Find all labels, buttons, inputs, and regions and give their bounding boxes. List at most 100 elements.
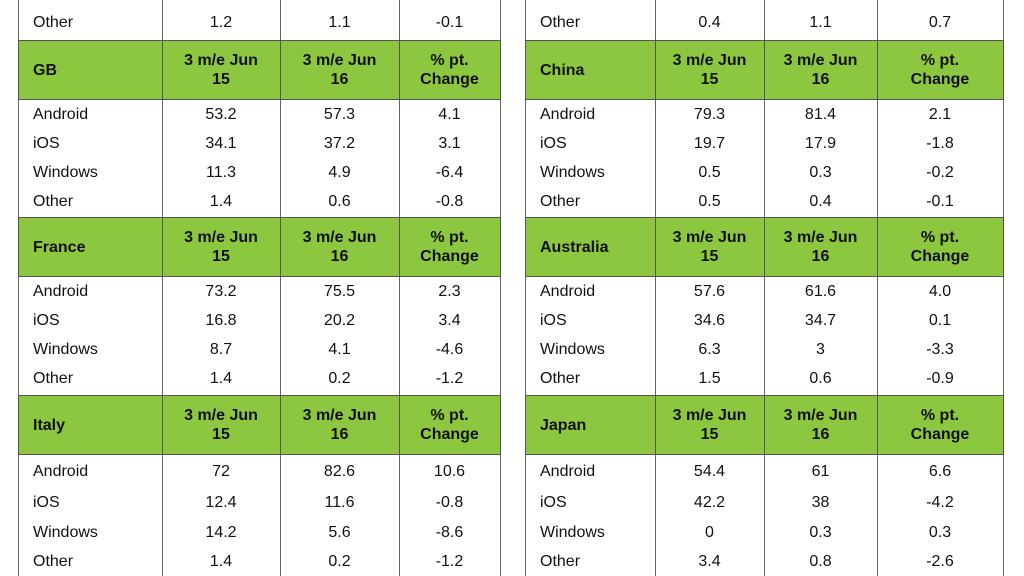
column-line — [525, 217, 526, 277]
data-cell: 0.2 — [328, 553, 351, 570]
column-line — [280, 395, 281, 455]
data-cell: 4.0 — [928, 283, 952, 300]
data-cell: 61.6 — [804, 283, 837, 300]
column-line — [764, 40, 765, 100]
data-cell: 6.3 — [698, 341, 721, 358]
data-cell: 0 — [705, 524, 714, 541]
column-line — [1003, 0, 1004, 576]
data-cell: 61 — [811, 462, 830, 480]
column-line — [655, 217, 656, 277]
data-cell: 11.6 — [324, 494, 355, 511]
header-cell: % pt. Change — [420, 52, 479, 88]
header-cell: Italy — [33, 416, 66, 434]
data-cell: 0.7 — [928, 14, 952, 31]
data-cell: 1.4 — [209, 193, 233, 210]
data-cell: iOS — [33, 135, 60, 152]
data-cell: 4.1 — [328, 341, 351, 358]
data-cell: 0.5 — [698, 193, 721, 210]
column-line — [500, 395, 501, 455]
data-cell: 0.6 — [328, 193, 351, 210]
data-cell: Other — [33, 193, 74, 210]
data-cell: 0.8 — [809, 553, 832, 570]
data-cell: 16.8 — [205, 312, 237, 329]
data-cell: -0.2 — [926, 164, 954, 181]
header-cell: Australia — [540, 238, 609, 256]
data-cell: -4.2 — [926, 494, 954, 511]
data-cell: 6.6 — [928, 462, 952, 480]
data-cell: 1.4 — [209, 553, 233, 570]
column-line — [877, 395, 878, 455]
column-line — [655, 0, 656, 576]
header-cell: 3 m/e Jun 16 — [302, 229, 377, 265]
data-cell: 0.4 — [698, 14, 721, 31]
data-cell: 5.6 — [328, 524, 351, 541]
column-line — [877, 0, 878, 576]
header-cell: % pt. Change — [420, 407, 479, 443]
header-cell: % pt. Change — [910, 229, 970, 265]
data-cell: 0.3 — [928, 524, 952, 541]
data-cell: 3.1 — [438, 135, 461, 152]
header-cell: China — [540, 61, 585, 79]
column-line — [764, 0, 765, 576]
data-cell: 8.7 — [209, 341, 233, 358]
data-cell: 0.1 — [928, 312, 952, 329]
data-cell: -0.1 — [435, 14, 464, 31]
data-cell: 54.4 — [693, 462, 726, 480]
section-header — [18, 40, 501, 100]
data-cell: iOS — [33, 494, 60, 511]
section-header — [18, 217, 501, 277]
data-cell: Windows — [540, 524, 605, 541]
column-line — [162, 395, 163, 455]
column-line — [1003, 40, 1004, 100]
data-cell: 17.9 — [804, 135, 837, 152]
data-cell: 12.4 — [205, 494, 237, 511]
column-line — [18, 217, 19, 277]
data-cell: Android — [33, 106, 89, 123]
data-cell: -4.6 — [435, 341, 464, 358]
data-cell: 57.6 — [693, 283, 726, 300]
header-cell: 3 m/e Jun 16 — [783, 407, 858, 443]
column-line — [500, 217, 501, 277]
column-line — [399, 395, 400, 455]
data-cell: -2.6 — [926, 553, 954, 570]
column-line — [399, 0, 400, 576]
data-cell: 0.6 — [809, 370, 832, 387]
column-line — [280, 217, 281, 277]
data-cell: 19.7 — [693, 135, 726, 152]
column-line — [399, 40, 400, 100]
data-cell: 4.1 — [438, 106, 461, 123]
column-line — [525, 0, 526, 576]
column-line — [1003, 395, 1004, 455]
data-cell: -1.2 — [435, 553, 464, 570]
header-cell: % pt. Change — [910, 407, 970, 443]
data-cell: 34.6 — [693, 312, 726, 329]
data-cell: 3 — [816, 341, 825, 358]
data-cell: -0.8 — [435, 193, 464, 210]
data-cell: -8.6 — [435, 524, 464, 541]
data-cell: 3.4 — [438, 312, 461, 329]
header-cell: GB — [33, 61, 57, 79]
data-cell: 10.6 — [433, 462, 466, 480]
data-cell: 4.9 — [328, 164, 351, 181]
data-cell: 53.2 — [205, 106, 237, 123]
data-cell: iOS — [33, 312, 60, 329]
data-cell: 37.2 — [323, 135, 356, 152]
column-line — [877, 217, 878, 277]
data-cell: 0.4 — [809, 193, 832, 210]
data-cell: iOS — [540, 135, 567, 152]
data-cell: -0.1 — [926, 193, 954, 210]
column-line — [500, 0, 501, 576]
data-cell: Android — [540, 283, 596, 300]
data-cell: 2.1 — [928, 106, 952, 123]
data-cell: 1.2 — [209, 14, 233, 31]
data-cell: 57.3 — [323, 106, 356, 123]
data-cell: Other — [540, 193, 581, 210]
data-cell: 81.4 — [804, 106, 837, 123]
data-cell: Android — [540, 106, 596, 123]
header-cell: Japan — [540, 416, 587, 434]
column-line — [18, 395, 19, 455]
data-cell: iOS — [540, 494, 567, 511]
header-cell: 3 m/e Jun 16 — [783, 52, 858, 88]
data-cell: Other — [33, 14, 74, 31]
